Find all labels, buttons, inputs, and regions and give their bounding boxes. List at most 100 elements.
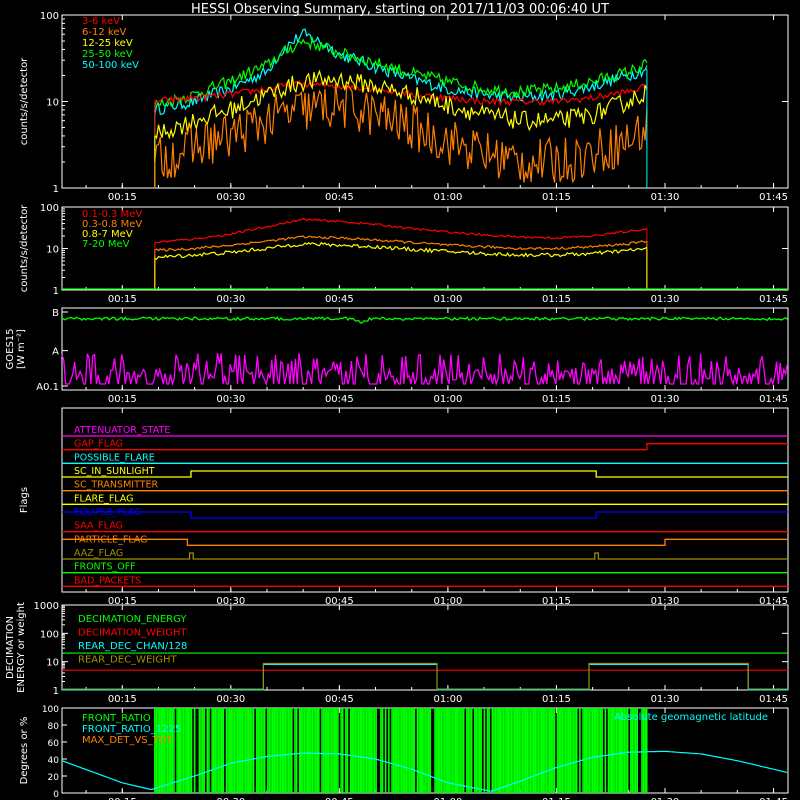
hi-energy-axes: 00:15 00:30 00:45 01:00 01:15 01:30 01:45 count…	[19, 203, 789, 305]
lo-energy-xtick-label: 01:45	[759, 192, 788, 203]
decimation-xtick-label: 01:00	[433, 694, 462, 705]
goes-ytick-label: B	[52, 308, 59, 319]
decimation-series-line	[62, 663, 788, 691]
hi-energy-series-line	[154, 241, 648, 260]
lo-energy-series-line	[154, 83, 648, 184]
flag-label: SC_TRANSMITTER	[74, 480, 159, 491]
flag-line	[62, 443, 788, 451]
decimation-xtick-label: 00:45	[325, 694, 354, 705]
hi-energy-xtick-label: 01:00	[433, 294, 462, 305]
lo-energy-ytick-label: 1	[53, 184, 59, 195]
hi-energy-xtick-label: 00:45	[325, 294, 354, 305]
flags-xtick-label: 01:00	[433, 596, 462, 607]
decimation-legend-item: DECIMATION_WEIGHT	[78, 628, 187, 639]
hi-energy-series-line	[154, 218, 648, 244]
hi-energy-ytick-label: 10	[46, 245, 59, 256]
flags-axes: 00:15 00:30 00:45 01:00 01:15 01:30 01:45 Flags…	[19, 407, 789, 607]
lo-energy-series-line	[154, 69, 648, 140]
ratios-legend-item: FRONT_RATIO	[82, 713, 151, 724]
flag-line	[62, 552, 788, 560]
ratios-axes: 00:15 00:30 00:45 01:00 01:15 01:30 01:45 Degre…	[19, 705, 789, 800]
ratios-xtick-label: 00:45	[325, 797, 354, 800]
flags-xtick-label: 00:45	[325, 596, 354, 607]
ratios-ytick-label: 40	[48, 756, 60, 766]
goes-frame	[61, 307, 789, 391]
hi-energy-xtick-label: 00:30	[216, 294, 245, 305]
flag-label: ATTENUATOR_STATE	[74, 425, 170, 436]
lo-energy-xtick-label: 01:15	[542, 192, 571, 203]
lo-energy-ylabel: counts/s/detector	[19, 57, 30, 145]
decimation-xtick-label: 01:30	[651, 694, 680, 705]
flag-label: FRONTS_OFF	[74, 562, 136, 573]
lo-energy-series-line	[154, 35, 648, 107]
decimation-legend-item: REAR_DEC_WEIGHT	[78, 655, 177, 666]
flag-line	[62, 511, 788, 519]
ratios-ytick-label: 100	[42, 705, 59, 715]
hi-energy-legend-item: 0.1-0.3 MeV	[82, 209, 142, 220]
decimation-ylabel: ENERGY or weight	[16, 602, 27, 693]
goes-xtick-label: 00:15	[108, 394, 137, 405]
panels-group: 00:15 00:30 00:45 01:00 01:15 01:30 01:45 count…	[5, 11, 789, 800]
lo-energy-legend-item: 3-6 keV	[82, 16, 120, 27]
hi-energy-xtick-label: 01:15	[542, 294, 571, 305]
flag-line	[62, 538, 788, 546]
decimation-legend-item: REAR_DEC_CHAN/128	[78, 641, 187, 652]
decimation-ytick-label: 10	[46, 658, 59, 669]
hi-energy-xtick-label: 01:30	[651, 294, 680, 305]
flags-xtick-label: 01:45	[759, 596, 788, 607]
decimation-ylabel: DECIMATION	[5, 616, 16, 679]
flags-xtick-label: 01:15	[542, 596, 571, 607]
decimation-xtick-label: 00:30	[216, 694, 245, 705]
ratios-xtick-label: 00:15	[108, 797, 137, 800]
lo-energy-ytick-label: 10	[46, 98, 59, 109]
hi-energy-legend-item: 0.3-0.8 MeV	[82, 219, 142, 230]
goes-ylabel: GOES15	[5, 328, 16, 369]
flag-label: FLARE_FLAG	[74, 493, 134, 504]
goes-axes: 00:15 00:30 00:45 01:00 01:15 01:30 01:45 GOES1…	[5, 307, 789, 405]
hi-energy-ytick-label: 100	[40, 203, 59, 214]
ratios-legend-item: MAX_DET_VS_TOT	[82, 735, 174, 746]
lo-energy-axes: 00:15 00:30 00:45 01:00 01:15 01:30 01:45 count…	[19, 11, 789, 203]
goes-xtick-label: 00:45	[325, 394, 354, 405]
flag-label: SAA_FLAG	[74, 521, 123, 532]
decimation-frame	[61, 604, 789, 691]
flag-label: BAD_PACKETS	[74, 575, 141, 586]
decimation-legend-item: DECIMATION_ENERGY	[78, 614, 187, 625]
flags-xtick-label: 01:30	[651, 596, 680, 607]
lo-energy-xtick-label: 00:15	[108, 192, 137, 203]
decimation-axes: 00:15 00:30 00:45 01:00 01:15 01:30 01:45 DECIM…	[5, 601, 789, 705]
lo-energy-legend-item: 50-100 keV	[82, 60, 139, 71]
ratios-ytick-label: 0	[53, 790, 59, 800]
ratios-ylabel: Degrees or %	[19, 717, 30, 785]
ratios-ytick-label: 80	[48, 722, 60, 732]
lo-energy-xtick-label: 01:30	[651, 192, 680, 203]
flag-label: POSSIBLE_FLARE	[74, 452, 155, 463]
goes-high-channel-line	[61, 316, 788, 324]
hi-energy-ylabel: counts/s/detector	[19, 204, 30, 292]
lo-energy-xtick-label: 00:30	[216, 192, 245, 203]
flags-ylabel: Flags	[19, 487, 30, 513]
decimation-ytick-label: 1	[53, 686, 59, 697]
flag-label: AAZ_FLAG	[74, 548, 123, 559]
hi-energy-legend-item: 0.8-7 MeV	[82, 229, 133, 240]
flag-label: SC_IN_SUNLIGHT	[74, 466, 155, 477]
chart-title: HESSI Observing Summary, starting on 201…	[191, 2, 609, 17]
goes-xtick-label: 01:30	[651, 394, 680, 405]
ratios-xtick-label: 01:00	[433, 797, 462, 800]
flags-xtick-label: 00:15	[108, 596, 137, 607]
lo-energy-legend-item: 12-25 keV	[82, 38, 133, 49]
decimation-ytick-label: 100	[40, 629, 59, 640]
decimation-xtick-label: 01:45	[759, 694, 788, 705]
lo-energy-frame	[61, 14, 789, 189]
lo-energy-xtick-label: 00:45	[325, 192, 354, 203]
hi-energy-series-line	[154, 235, 648, 252]
ratios-xtick-label: 01:15	[542, 797, 571, 800]
hi-energy-legend-item: 7-20 MeV	[82, 239, 130, 250]
ratios-ytick-label: 20	[48, 773, 60, 783]
ratios-ytick-label: 60	[48, 739, 60, 749]
flag-line	[62, 470, 788, 478]
goes-xtick-label: 01:00	[433, 394, 462, 405]
lo-energy-ytick-label: 100	[40, 11, 59, 22]
lo-energy-legend-item: 25-50 keV	[82, 49, 133, 60]
